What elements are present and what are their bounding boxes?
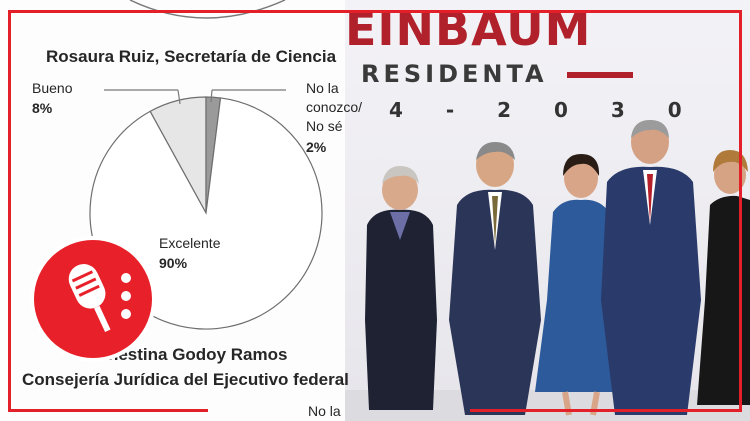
- banner-years: 4 - 2 0 3 0: [389, 98, 700, 122]
- label-bueno: Bueno: [32, 80, 73, 96]
- leader-line-nosabe-tick: [210, 89, 213, 103]
- people-illustration: [345, 120, 750, 421]
- next-partial-label: No la: [308, 403, 341, 419]
- label-nolaconozco-2: conozco/: [306, 99, 362, 115]
- person-1: [365, 166, 437, 410]
- cabinet-photo: EINBAUM RESIDENTA 4 - 2 0 3 0: [345, 0, 750, 421]
- pie-slice-excelente: [89, 97, 323, 330]
- person-4: [601, 120, 701, 415]
- microphone-icon: [34, 240, 152, 358]
- label-excelente: Excelente: [159, 235, 221, 251]
- value-excelente: 90%: [159, 255, 188, 271]
- pie: [89, 96, 323, 330]
- banner-subtitle: RESIDENTA: [361, 60, 548, 88]
- chart-title: Rosaura Ruiz, Secretaría de Ciencia: [46, 47, 337, 66]
- next-title-line-2: Consejería Jurídica del Ejecutivo federa…: [22, 370, 349, 389]
- frame-bottom-left: [8, 409, 208, 412]
- pie-chart: Rosaura Ruiz, Secretaría de Ciencia Buen…: [22, 0, 362, 419]
- banner-bar: [567, 72, 633, 78]
- value-nolaconozco: 2%: [306, 139, 327, 155]
- frame-bottom-right: [470, 409, 742, 412]
- next-title-line-1: Ernestina Godoy Ramos: [90, 345, 287, 364]
- value-bueno: 8%: [32, 100, 53, 116]
- label-nolaconozco-1: No la: [306, 80, 339, 96]
- person-2: [449, 142, 541, 415]
- frame-right: [739, 10, 742, 412]
- person-5: [697, 150, 750, 405]
- leader-line-bueno-tick: [177, 89, 181, 105]
- frame-left: [8, 10, 11, 412]
- previous-pie-arc: [129, 0, 286, 19]
- label-nolaconozco-3: No sé: [306, 118, 343, 134]
- frame-top: [8, 10, 742, 13]
